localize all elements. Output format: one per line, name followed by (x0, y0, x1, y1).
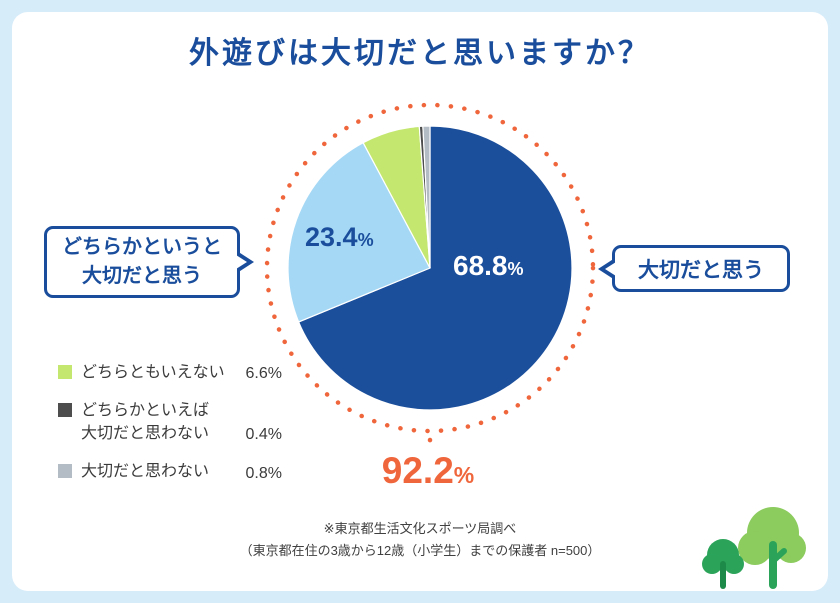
legend-swatch-green (58, 365, 72, 379)
callout-important: 大切だと思う (598, 245, 790, 292)
source-note-line1: ※東京都生活文化スポーツ局調べ (323, 521, 517, 536)
slice-label-important: 68.8% (453, 250, 524, 282)
slice-label-important-value: 68.8 (453, 250, 508, 281)
callout-important-label: 大切だと思う (638, 258, 764, 282)
slice-label-important-unit: % (507, 259, 524, 279)
callout-somewhat-important: どちらかというと 大切だと思う (44, 226, 254, 298)
pie-slice-4 (422, 125, 431, 269)
legend-label-neutral: どちらともいえない (81, 364, 225, 381)
callout-somewhat-line2: 大切だと思う (82, 265, 202, 287)
pie-slice-1 (287, 141, 431, 323)
legend-item-somewhat-not-important: どちらかといえば 大切だと思わない 0.4% (58, 400, 282, 445)
pie-slice-0 (297, 125, 573, 411)
source-note: ※東京都生活文化スポーツ局調べ （東京都在住の3歳から12歳（小学生）までの保護… (0, 518, 840, 562)
slice-label-somewhat: 23.4% (305, 222, 374, 253)
pie-chart (264, 102, 596, 455)
legend-swatch-dark-gray (58, 403, 72, 418)
legend-value-neutral: 6.6% (245, 365, 282, 383)
pie-slices (287, 125, 573, 411)
combined-percentage-value: 92.2 (381, 450, 454, 491)
chart-title: 外遊びは大切だと思いますか？ (189, 37, 651, 70)
source-note-line2: （東京都在住の3歳から12歳（小学生）までの保護者 n=500） (239, 543, 601, 559)
slice-label-somewhat-value: 23.4 (305, 222, 358, 252)
trees-icon (702, 507, 806, 589)
combined-percentage-unit: % (453, 462, 475, 488)
combined-percentage: 92.2% (328, 450, 528, 492)
legend-swatch-light-gray (58, 464, 72, 479)
legend-label-somewhat-not-important: どちらかといえば 大切だと思わない (81, 402, 210, 442)
callout-somewhat-line1: どちらかというと (62, 236, 222, 258)
legend-label-not-important: 大切だと思わない (81, 463, 210, 481)
legend-item-not-important: 大切だと思わない 0.8% (58, 461, 282, 483)
legend-value-not-important: 0.8% (245, 464, 282, 482)
legend: どちらともいえない 6.6% どちらかといえば 大切だと思わない 0.4% 大切… (58, 362, 282, 500)
legend-item-neutral: どちらともいえない 6.6% (58, 362, 282, 384)
slice-label-somewhat-unit: % (357, 230, 374, 250)
legend-value-somewhat-not-important: 0.4% (245, 426, 282, 444)
dotted-highlight-circle (264, 102, 596, 434)
